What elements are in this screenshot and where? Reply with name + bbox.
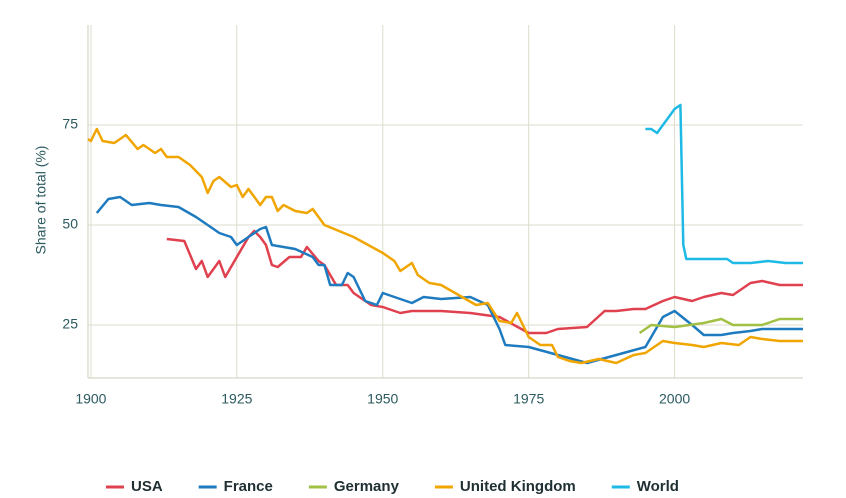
series-line (87, 127, 803, 365)
x-tick-label: 1900 (75, 391, 106, 407)
series-line (638, 317, 803, 335)
x-tick-label: 1925 (221, 391, 252, 407)
x-tick-label: 2000 (659, 391, 690, 407)
x-tick-label: 1950 (367, 391, 398, 407)
legend-label: France (224, 478, 273, 495)
y-tick-label: 75 (62, 116, 78, 132)
series-line (95, 195, 803, 365)
y-tick-label: 50 (62, 216, 78, 232)
legend-label: Germany (334, 478, 400, 495)
y-tick-label: 25 (62, 316, 78, 332)
legend-label: USA (131, 478, 163, 495)
series-line (166, 229, 803, 335)
y-axis-label: Share of total (%) (33, 146, 49, 255)
legend-label: United Kingdom (460, 478, 576, 495)
legend-label: World (637, 478, 679, 495)
series-line (645, 103, 803, 265)
x-tick-label: 1975 (513, 391, 544, 407)
